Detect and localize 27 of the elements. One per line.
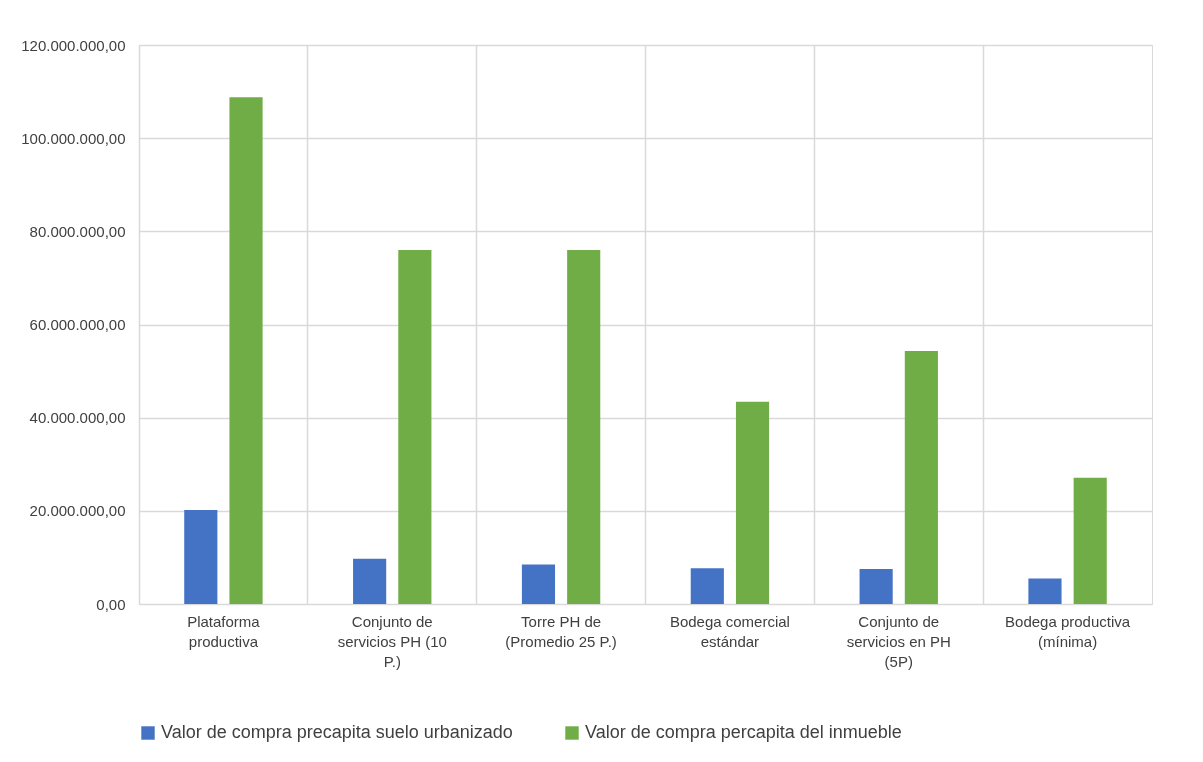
- bar: [184, 509, 218, 604]
- bar: [735, 401, 770, 604]
- x-tick-label: Torre PH de (Promedio 25 P.): [505, 612, 617, 650]
- x-tick-label: Plataforma productiva: [187, 612, 261, 650]
- x-tick-label: Conjunto de servicios en PH (5P): [846, 612, 951, 670]
- y-tick-label: 80.000.000,00: [29, 222, 126, 240]
- y-tick-label: 60.000.000,00: [29, 316, 126, 333]
- x-tick-label: Bodega comercial estándar: [669, 612, 790, 650]
- bar: [904, 351, 938, 604]
- bar: [1073, 477, 1107, 604]
- bar: [1028, 578, 1062, 604]
- bar: [229, 97, 263, 604]
- legend-label: Valor de compra percapita del inmueble: [585, 722, 902, 742]
- y-tick-label: 120.000.000,00: [21, 36, 126, 54]
- x-tick-label: Conjunto de servicios PH (10 P.): [337, 612, 447, 670]
- bar: [353, 558, 387, 604]
- bar: [567, 249, 601, 604]
- bar: [690, 568, 724, 604]
- x-tick-label: Bodega productiva (mínima): [1005, 612, 1131, 650]
- bar: [398, 249, 432, 604]
- y-tick-label: 0,00: [96, 595, 126, 613]
- y-tick-label: 20.000.000,00: [29, 502, 126, 520]
- bar: [521, 564, 556, 604]
- legend-label: Valor de compra precapita suelo urbanizado: [161, 722, 513, 742]
- y-tick-label: 40.000.000,00: [29, 409, 126, 427]
- bar: [859, 569, 893, 604]
- y-tick-label: 100.000.000,00: [21, 129, 126, 147]
